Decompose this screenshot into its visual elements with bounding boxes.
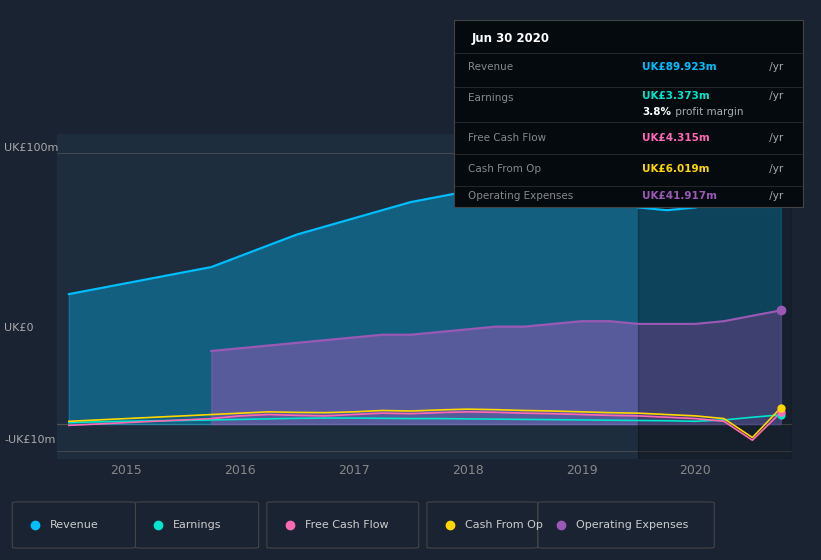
Text: Revenue: Revenue: [50, 520, 99, 530]
Text: UK£6.019m: UK£6.019m: [643, 164, 710, 174]
Bar: [639, 134, 792, 459]
Text: Cash From Op: Cash From Op: [465, 520, 543, 530]
Text: profit margin: profit margin: [672, 108, 744, 118]
Text: UK£4.315m: UK£4.315m: [643, 133, 710, 143]
Text: Earnings: Earnings: [468, 94, 513, 104]
Text: -UK£10m: -UK£10m: [4, 435, 56, 445]
Text: /yr: /yr: [766, 164, 783, 174]
Text: /yr: /yr: [766, 91, 783, 101]
Text: Operating Expenses: Operating Expenses: [468, 191, 573, 201]
Text: UK£0: UK£0: [4, 323, 34, 333]
Text: /yr: /yr: [766, 133, 783, 143]
Text: UK£100m: UK£100m: [4, 143, 58, 153]
Text: Operating Expenses: Operating Expenses: [576, 520, 688, 530]
Text: Earnings: Earnings: [173, 520, 222, 530]
Text: Revenue: Revenue: [468, 62, 513, 72]
Text: 3.8%: 3.8%: [643, 108, 672, 118]
Text: UK£3.373m: UK£3.373m: [643, 91, 710, 101]
Text: Cash From Op: Cash From Op: [468, 164, 541, 174]
Text: UK£89.923m: UK£89.923m: [643, 62, 717, 72]
Text: UK£41.917m: UK£41.917m: [643, 191, 718, 201]
Text: Free Cash Flow: Free Cash Flow: [468, 133, 546, 143]
Text: /yr: /yr: [766, 191, 783, 201]
Text: Free Cash Flow: Free Cash Flow: [305, 520, 388, 530]
Text: Jun 30 2020: Jun 30 2020: [471, 32, 549, 45]
Text: /yr: /yr: [766, 62, 783, 72]
